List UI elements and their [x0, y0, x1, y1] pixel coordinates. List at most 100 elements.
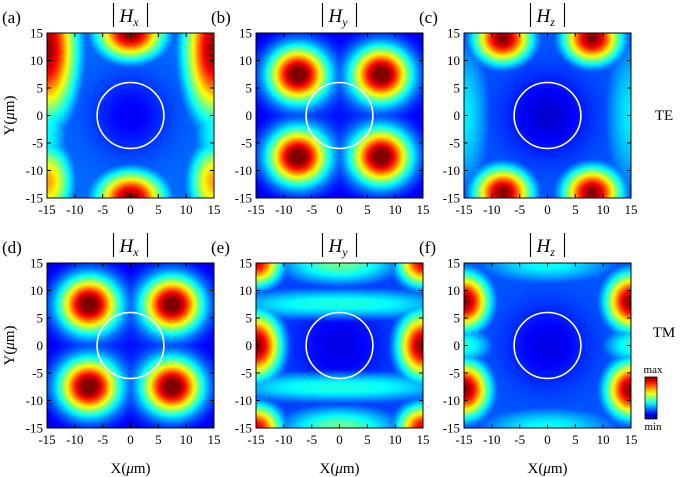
colorbar-min-label: min — [644, 421, 662, 433]
xtick-label-d: -5 — [97, 432, 108, 447]
xlabel-col-2: X(μm) — [527, 461, 567, 477]
xtick-label-c: -5 — [514, 202, 525, 217]
ytick-label-b: -5 — [241, 136, 252, 151]
ytick-label-c: 0 — [454, 108, 461, 123]
panel-title-d: Hx — [112, 233, 149, 259]
panel-c: -15-15 -10 -10 -5 -5 0 0 5 5 10 10 15 15 (c) Hz — [419, 3, 638, 217]
xtick-label-c: 5 — [572, 202, 579, 217]
xtick-label-b: 5 — [364, 202, 371, 217]
ytick-label-d: 15 — [30, 256, 43, 271]
xtick-label-f: -5 — [514, 432, 525, 447]
xtick-label-f: 15 — [625, 432, 638, 447]
ytick-label-a: -15 — [26, 191, 43, 206]
ytick-label-b: 0 — [246, 108, 253, 123]
colorbar-max-label: max — [644, 364, 663, 376]
xtick-label-e: 0 — [336, 432, 343, 447]
xtick-label-a: 15 — [208, 202, 221, 217]
panel-letter-f: (f) — [419, 238, 436, 257]
ytick-label-f: 15 — [447, 256, 460, 271]
circle-a — [96, 81, 165, 150]
panel-title-text-a: Hx — [119, 6, 140, 29]
circle-e — [305, 311, 374, 380]
xtick-label-b: -10 — [275, 202, 292, 217]
ytick-label-f: 10 — [447, 283, 460, 298]
xtick-label-a: -15 — [38, 202, 55, 217]
ytick-label-e: 15 — [239, 256, 252, 271]
xtick-label-c: -15 — [455, 202, 472, 217]
xtick-label-a: -5 — [97, 202, 108, 217]
heatmap-c — [464, 33, 631, 198]
panel-b: -15-15 -10 -10 -5 -5 0 0 5 5 10 10 15 15 (b) Hy — [211, 3, 430, 217]
panel-f: -15-15 -10 -10 -5 -5 0 0 5 5 10 10 15 15 (f) Hz — [419, 233, 638, 447]
panel-title-text-b: Hy — [328, 6, 349, 29]
ytick-label-c: -5 — [449, 136, 460, 151]
row-label-te: TE — [655, 108, 673, 124]
ytick-label-d: -10 — [26, 393, 43, 408]
xtick-label-c: -10 — [483, 202, 500, 217]
panel-d: -15-15 -10 -10 -5 -5 0 0 5 5 10 10 15 15 (d) Hx — [2, 233, 221, 447]
ytick-label-b: 5 — [246, 81, 253, 96]
xtick-label-a: 10 — [180, 202, 193, 217]
panel-title-a: Hx — [112, 3, 149, 29]
colorbar: max min — [644, 364, 663, 433]
xtick-label-b: -5 — [306, 202, 317, 217]
ytick-label-d: -15 — [26, 421, 43, 436]
ytick-label-e: -5 — [241, 366, 252, 381]
xtick-label-e: 10 — [389, 432, 402, 447]
ytick-label-d: 0 — [37, 338, 44, 353]
ytick-label-f: -10 — [443, 393, 460, 408]
xtick-label-b: 10 — [389, 202, 402, 217]
ytick-label-b: 15 — [239, 26, 252, 41]
panel-title-f: Hz — [529, 233, 566, 259]
ytick-label-d: 10 — [30, 283, 43, 298]
ytick-label-c: 5 — [454, 81, 461, 96]
ytick-label-c: 10 — [447, 53, 460, 68]
ytick-label-f: -5 — [449, 366, 460, 381]
panel-a: -15-15 -10 -10 -5 -5 0 0 5 5 10 10 15 15 (a) Hx — [2, 3, 221, 217]
xtick-label-f: -10 — [483, 432, 500, 447]
panel-letter-e: (e) — [211, 238, 230, 257]
ylabel-bottom: Y(μm) — [2, 325, 18, 365]
xtick-label-e: 15 — [417, 432, 430, 447]
xtick-label-b: 0 — [336, 202, 343, 217]
xtick-label-c: 15 — [625, 202, 638, 217]
xtick-label-e: -10 — [275, 432, 292, 447]
row-label-tm: TM — [653, 325, 676, 341]
ytick-label-a: -10 — [26, 163, 43, 178]
xtick-label-b: -15 — [247, 202, 264, 217]
circle-c — [513, 81, 582, 150]
panel-letter-b: (b) — [211, 8, 231, 27]
circle-f — [513, 311, 582, 380]
xtick-label-c: 10 — [597, 202, 610, 217]
ytick-label-a: 5 — [37, 81, 44, 96]
heatmap-e — [256, 263, 423, 428]
xtick-label-f: 10 — [597, 432, 610, 447]
ytick-label-d: 5 — [37, 311, 44, 326]
circle-b — [305, 81, 374, 150]
circle-d — [96, 311, 165, 380]
xtick-label-f: -15 — [455, 432, 472, 447]
panel-title-c: Hz — [529, 3, 566, 29]
xtick-label-d: 15 — [208, 432, 221, 447]
ytick-label-d: -5 — [32, 366, 43, 381]
xtick-label-f: 5 — [572, 432, 579, 447]
panel-letter-d: (d) — [2, 238, 22, 257]
heatmap-f — [464, 263, 631, 428]
xtick-label-c: 0 — [544, 202, 551, 217]
heatmap-d — [47, 263, 214, 428]
ytick-label-e: 0 — [246, 338, 253, 353]
ylabel-top: Y(μm) — [2, 95, 18, 135]
xtick-label-f: 0 — [544, 432, 551, 447]
ytick-label-a: 0 — [37, 108, 44, 123]
ytick-label-f: 5 — [454, 311, 461, 326]
ytick-label-e: -10 — [235, 393, 252, 408]
colorbar-gradient — [644, 376, 658, 420]
ytick-label-a: 10 — [30, 53, 43, 68]
panel-title-text-e: Hy — [328, 236, 349, 259]
xtick-label-a: -10 — [66, 202, 83, 217]
xtick-label-d: 10 — [180, 432, 193, 447]
panel-title-text-d: Hx — [119, 236, 140, 259]
panel-letter-c: (c) — [419, 8, 438, 27]
heatmap-a — [47, 33, 214, 198]
